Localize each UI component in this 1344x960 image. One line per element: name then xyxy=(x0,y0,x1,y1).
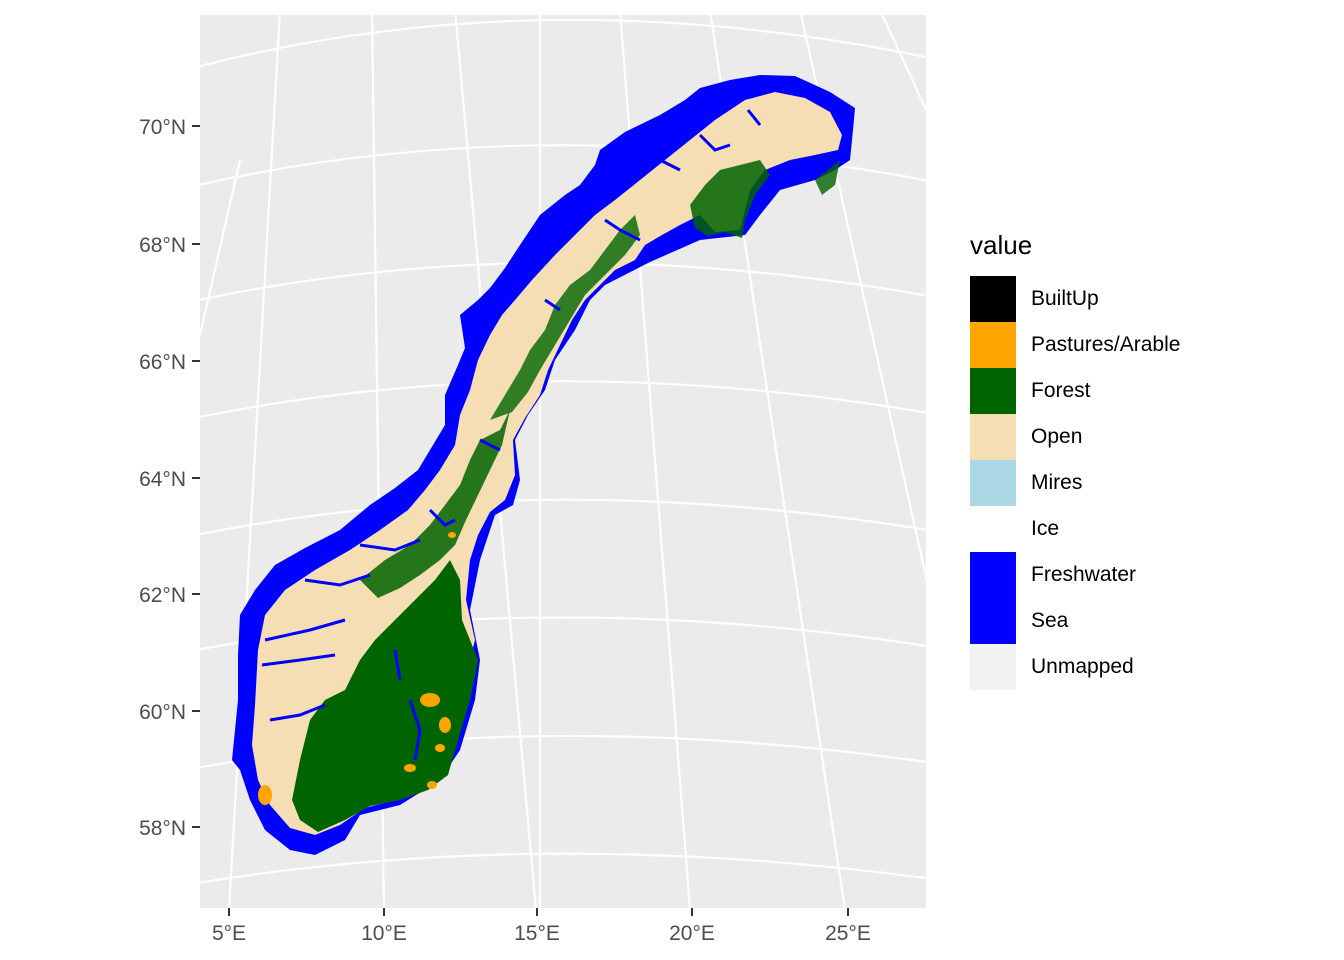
y-tick-label: 62°N xyxy=(139,584,186,607)
legend-label: Freshwater xyxy=(1031,563,1137,586)
legend-label: Pastures/Arable xyxy=(1031,333,1181,356)
legend-swatch xyxy=(970,644,1016,690)
y-axis-labels: 70°N 68°N 66°N 64°N 62°N 60°N 58°N xyxy=(139,116,186,840)
legend-swatch xyxy=(970,598,1016,644)
legend-item-ice: Ice xyxy=(970,506,1180,552)
y-tick-label: 58°N xyxy=(139,817,186,840)
legend-swatch xyxy=(970,506,1016,552)
y-axis-ticks xyxy=(192,125,200,828)
legend-label: Unmapped xyxy=(1031,655,1134,678)
legend-item-mires: Mires xyxy=(970,460,1180,506)
legend-label: Sea xyxy=(1031,609,1069,632)
legend-title: value xyxy=(970,230,1033,260)
legend-item-open: Open xyxy=(970,414,1180,460)
forest-north xyxy=(690,160,770,238)
legend-swatch xyxy=(970,276,1016,322)
legend-swatch xyxy=(970,460,1016,506)
legend-swatch xyxy=(970,414,1016,460)
norway-map xyxy=(232,75,855,855)
forest-northeast xyxy=(815,160,840,195)
legend-label: BuiltUp xyxy=(1031,287,1099,310)
legend-item-sea: Sea xyxy=(970,598,1180,644)
legend: value BuiltUp Pastures/Arable Forest Ope… xyxy=(970,228,1180,690)
y-tick-label: 60°N xyxy=(139,701,186,724)
y-tick-label: 66°N xyxy=(139,351,186,374)
x-tick-label: 25°E xyxy=(825,922,871,945)
y-tick-label: 68°N xyxy=(139,234,186,257)
legend-label: Ice xyxy=(1031,517,1060,540)
x-tick-label: 5°E xyxy=(212,922,246,945)
legend-swatch xyxy=(970,368,1016,414)
fjords xyxy=(261,109,762,761)
y-tick-label: 70°N xyxy=(139,116,186,139)
legend-label: Forest xyxy=(1031,379,1091,402)
legend-swatch xyxy=(970,322,1016,368)
forest-mid xyxy=(360,410,510,598)
pastures xyxy=(258,532,456,805)
legend-label: Open xyxy=(1031,425,1083,448)
x-tick-label: 20°E xyxy=(669,922,715,945)
y-tick-label: 64°N xyxy=(139,468,186,491)
legend-item-builtup: BuiltUp xyxy=(970,276,1180,322)
forest-central-norway xyxy=(490,215,640,420)
legend-item-unmapped: Unmapped xyxy=(970,644,1180,690)
x-tick-label: 10°E xyxy=(361,922,407,945)
x-axis-labels: 5°E 10°E 15°E 20°E 25°E xyxy=(212,922,871,945)
legend-swatch xyxy=(970,552,1016,598)
legend-item-pastures: Pastures/Arable xyxy=(970,322,1180,368)
x-axis-ticks xyxy=(228,908,849,916)
x-tick-label: 15°E xyxy=(514,922,560,945)
forest-south xyxy=(292,560,478,832)
legend-label: Mires xyxy=(1031,471,1083,494)
legend-item-freshwater: Freshwater xyxy=(970,552,1180,598)
legend-item-forest: Forest xyxy=(970,368,1180,414)
